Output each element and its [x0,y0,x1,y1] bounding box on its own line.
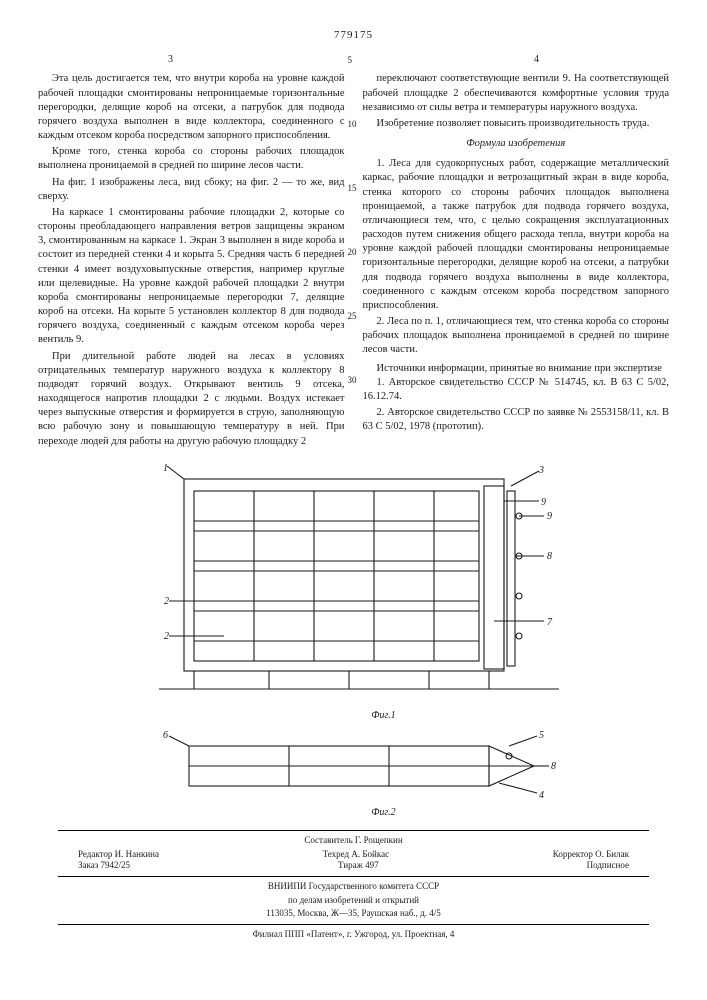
svg-text:3: 3 [538,465,544,476]
svg-text:4: 4 [539,790,544,801]
compiler: Составитель Г. Рощепкин [38,835,669,847]
subscription: Подписное [587,860,629,872]
svg-text:9: 9 [547,511,552,522]
svg-text:7: 7 [547,617,553,628]
svg-text:8: 8 [547,551,552,562]
para-r1: переключают соответствующие вентили 9. Н… [363,72,670,115]
svg-text:1: 1 [163,463,168,474]
col-left-num: 3 [168,53,173,67]
formula-title: Формула изобретения [363,137,670,151]
svg-text:2: 2 [164,596,169,607]
line-number-markers: 5 10 15 20 25 30 [348,56,357,440]
claim-1: 1. Леса для судокорпусных работ, содержа… [363,157,670,313]
order-number: Заказ 7942/25 [78,860,130,872]
org-line-2: по делам изобретений и открытий [38,895,669,907]
svg-text:6: 6 [163,730,168,741]
corrector: Корректор О. Билак [553,849,629,861]
para-l5: При длительной работе людей на лесах в у… [38,350,345,449]
org-line-1: ВНИИПИ Государственного комитета СССР [38,881,669,893]
editor: Редактор И. Нанкина [78,849,159,861]
fig1-label: Фиг.1 [98,709,669,723]
para-l4: На каркасе 1 смонтированы рабочие площад… [38,206,345,348]
tech-editor: Техред А. Бойкас [323,849,389,861]
figures-block: 1 2 2 3 9 9 8 7 Фиг.1 6 5 [38,461,669,820]
patent-number: 779175 [38,28,669,43]
footer-block: Составитель Г. Рощепкин Редактор И. Нанк… [38,830,669,941]
figure-2-svg: 6 5 8 4 [139,728,569,806]
para-r2: Изобретение позволяет повысить производи… [363,117,670,131]
svg-text:8: 8 [551,761,556,772]
tirage: Тираж 497 [338,860,379,872]
para-l2: Кроме того, стенка короба со стороны раб… [38,145,345,173]
sources-title: Источники информации, принятые во вниман… [363,362,670,376]
svg-text:5: 5 [539,730,544,741]
figure-1-svg: 1 2 2 3 9 9 8 7 [139,461,569,711]
col-right-num: 4 [534,53,539,67]
fig2-label: Фиг.2 [98,806,669,820]
svg-text:9: 9 [541,497,546,508]
para-l1: Эта цель достигается тем, что внутри кор… [38,72,345,143]
branch: Филиал ППП «Патент», г. Ужгород, ул. Про… [38,929,669,941]
svg-text:2: 2 [164,631,169,642]
source-2: 2. Авторское свидетельство СССР по заявк… [363,406,670,434]
para-l3: На фиг. 1 изображены леса, вид сбоку; на… [38,176,345,204]
claim-2: 2. Леса по п. 1, отличающиеся тем, что с… [363,315,670,358]
source-1: 1. Авторское свидетельство СССР № 514745… [363,376,670,404]
address: 113035, Москва, Ж—35, Раушская наб., д. … [38,908,669,920]
